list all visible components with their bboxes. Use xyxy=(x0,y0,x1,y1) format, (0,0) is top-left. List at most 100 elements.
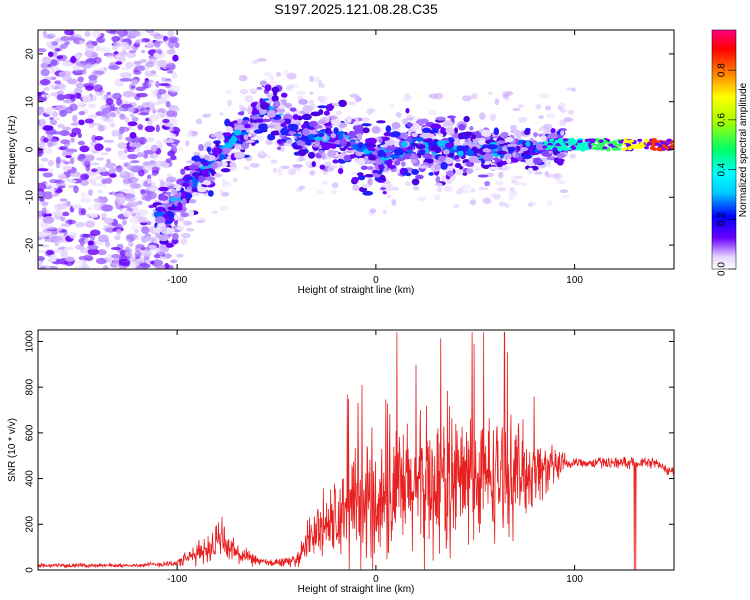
spectral-blob xyxy=(156,206,166,212)
spectral-blob xyxy=(237,111,245,116)
spectral-blob xyxy=(96,157,105,161)
spectral-blob xyxy=(566,87,575,91)
spectral-blob xyxy=(298,157,306,162)
spectral-blob xyxy=(205,176,216,181)
spectral-blob xyxy=(463,131,473,137)
spectral-blob xyxy=(38,48,47,53)
spectral-blob xyxy=(292,114,299,120)
spectral-blob xyxy=(318,83,326,89)
spectral-blob xyxy=(435,116,447,121)
spectral-blob xyxy=(153,253,161,259)
spectral-blob xyxy=(533,132,538,137)
spectral-blob xyxy=(465,161,474,167)
spectral-blob xyxy=(158,233,169,242)
spectral-blob xyxy=(506,143,514,147)
spectral-blob xyxy=(170,106,181,112)
spectral-blob xyxy=(64,140,71,147)
spectral-blob xyxy=(637,138,643,142)
spectral-blob xyxy=(259,80,267,86)
spectral-blob xyxy=(52,111,59,118)
snr-plot: -100 0 100 0 200 400 600 800 1000 Height of str… xyxy=(7,329,675,595)
spectral-blob xyxy=(287,168,297,176)
spectral-blob xyxy=(602,146,608,150)
spectral-blob xyxy=(316,189,324,195)
spectral-blob xyxy=(49,179,62,184)
spectral-blob xyxy=(552,147,558,151)
spectral-blob xyxy=(166,60,173,66)
spectral-blob xyxy=(265,100,274,104)
spectral-blob xyxy=(462,190,471,194)
spectral-blob xyxy=(632,145,638,149)
spectral-blob xyxy=(349,93,359,98)
spectral-blob xyxy=(416,196,427,202)
spectral-blob xyxy=(226,126,233,133)
spectral-blob xyxy=(338,132,344,141)
spectral-blob xyxy=(131,212,136,217)
spectral-blob xyxy=(464,139,470,143)
spectral-blob xyxy=(136,257,146,263)
spectral-blob xyxy=(156,59,168,68)
spectral-blob xyxy=(169,37,177,44)
spectral-blob xyxy=(152,109,157,114)
spectral-blob xyxy=(643,139,649,143)
spectral-blob xyxy=(343,155,351,161)
spectral-blob xyxy=(93,197,106,204)
spectral-blob xyxy=(89,229,101,236)
spectral-blob xyxy=(140,189,146,195)
spectral-blob xyxy=(220,168,231,173)
spectral-blob xyxy=(134,228,139,234)
spectral-blob xyxy=(148,186,159,192)
spectral-blob xyxy=(64,30,74,36)
spectral-blob xyxy=(164,122,174,127)
spectral-blob xyxy=(501,146,507,151)
spectral-blob xyxy=(150,144,158,152)
spectral-blob xyxy=(80,61,89,65)
spectral-blob xyxy=(437,155,446,163)
spectral-blob xyxy=(72,204,82,210)
spectral-blob xyxy=(81,191,86,199)
spectral-blob xyxy=(327,149,337,158)
spectral-blob xyxy=(369,108,376,114)
spectral-blob xyxy=(84,220,96,228)
spectral-blob xyxy=(226,99,233,107)
spectral-blob xyxy=(393,147,405,156)
spectral-blob xyxy=(598,139,604,143)
spectral-blob xyxy=(244,123,251,129)
spectral-blob xyxy=(111,253,121,259)
spectral-blob xyxy=(265,139,273,146)
spectral-blob xyxy=(549,138,555,142)
spectral-blob xyxy=(321,152,326,160)
spectral-blob xyxy=(114,234,121,241)
spectral-blob xyxy=(453,204,459,209)
spectrogram-x-ticks: -100 0 100 xyxy=(167,30,583,286)
spectral-blob xyxy=(434,92,444,100)
spectral-blob xyxy=(256,118,264,123)
spectral-blob xyxy=(144,78,150,83)
spectral-blob xyxy=(135,86,146,92)
spectral-blob xyxy=(144,145,152,149)
spectral-blob xyxy=(136,200,143,206)
spectral-blob xyxy=(49,254,57,262)
spectral-blob xyxy=(508,195,514,201)
spectral-blob xyxy=(317,133,325,137)
spectral-blob xyxy=(309,75,315,83)
spectral-blob xyxy=(80,208,87,216)
spectral-blob xyxy=(119,126,125,135)
spectral-blob xyxy=(167,30,174,38)
spectral-blob xyxy=(166,110,176,117)
spectral-blob xyxy=(406,136,413,143)
spectral-blob xyxy=(38,266,47,269)
spectral-blob xyxy=(508,190,519,198)
spectral-blob xyxy=(516,134,522,140)
spectral-blob xyxy=(167,185,175,190)
spectral-blob xyxy=(136,105,145,112)
spectral-blob xyxy=(187,209,195,217)
spectral-blob xyxy=(129,132,137,139)
spectral-blob xyxy=(482,148,492,153)
spectral-blob xyxy=(546,112,556,119)
spectral-blob xyxy=(506,157,512,164)
spectral-blob xyxy=(168,133,177,137)
spectral-blob xyxy=(149,32,161,37)
spectral-blob xyxy=(291,166,297,171)
